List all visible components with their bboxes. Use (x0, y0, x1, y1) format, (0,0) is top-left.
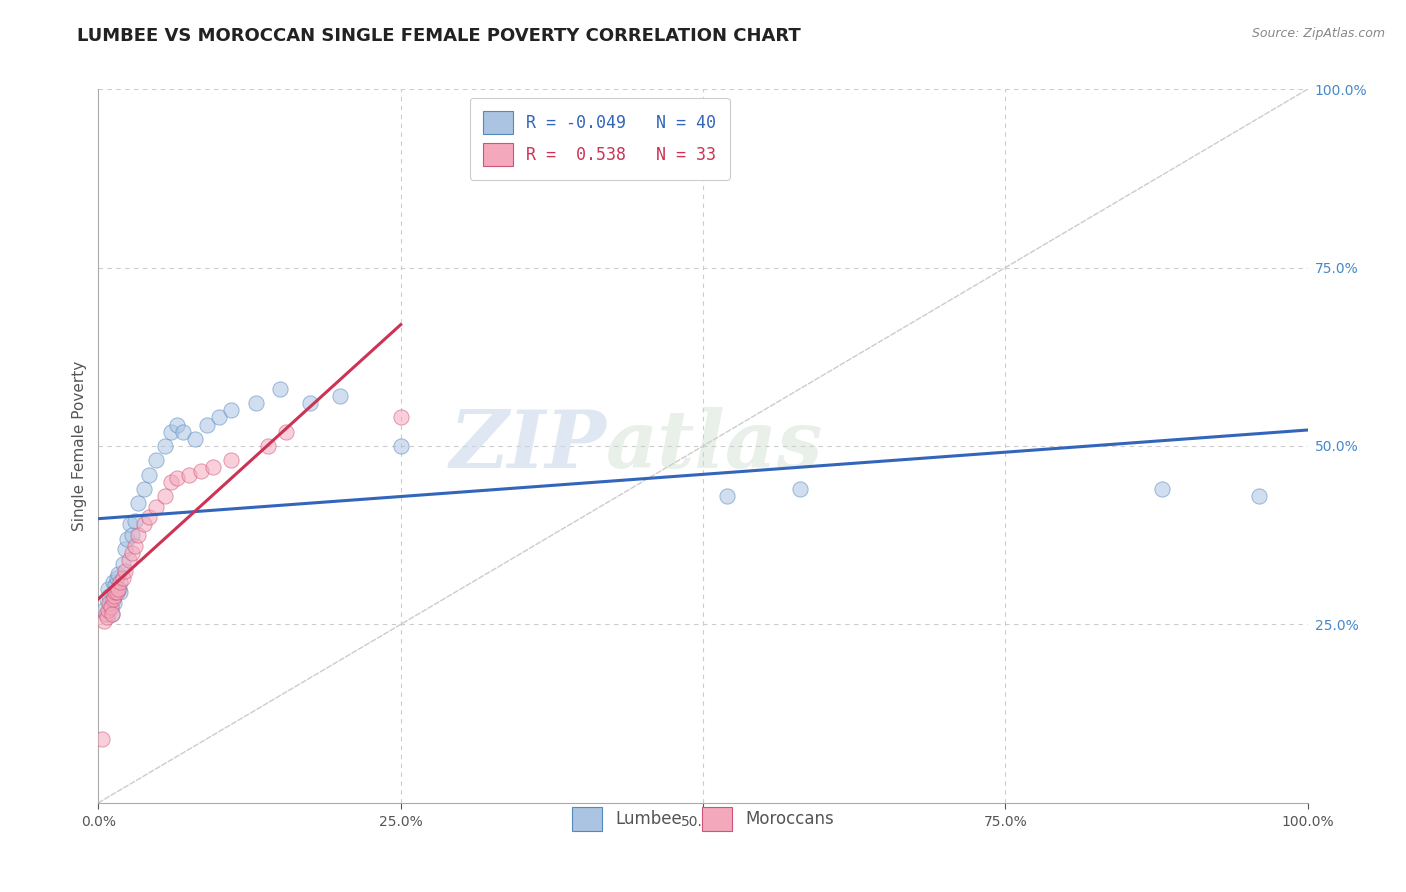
Point (124, 514, 146, 528)
Point (105, 585, 128, 599)
Point (179, 467, 201, 482)
Point (166, 471, 188, 485)
Y-axis label: Single Female Poverty: Single Female Poverty (72, 361, 87, 531)
Point (190, 464, 212, 478)
Point (134, 517, 156, 532)
Point (153, 439, 176, 453)
Point (100, 607, 122, 621)
Text: ZIP: ZIP (450, 408, 606, 484)
Point (114, 542, 136, 557)
Point (98, 589, 121, 603)
Point (166, 417, 188, 432)
Point (105, 571, 128, 585)
Point (107, 567, 129, 582)
Point (108, 582, 131, 596)
Point (127, 528, 149, 542)
Point (96, 610, 118, 624)
Point (108, 585, 131, 599)
Point (100, 599, 122, 614)
Point (101, 592, 124, 607)
Point (94, 607, 117, 621)
Point (97, 603, 120, 617)
Point (121, 528, 143, 542)
Point (124, 539, 146, 553)
Point (111, 557, 134, 571)
Point (153, 489, 176, 503)
Point (114, 564, 136, 578)
Point (100, 599, 122, 614)
Point (274, 425, 297, 439)
Point (256, 439, 278, 453)
Point (100, 607, 122, 621)
Point (160, 475, 183, 489)
Point (160, 425, 183, 439)
Point (184, 432, 207, 446)
Point (111, 571, 134, 585)
Text: Source: ZipAtlas.com: Source: ZipAtlas.com (1251, 27, 1385, 40)
Point (329, 389, 352, 403)
Point (138, 467, 160, 482)
Point (245, 396, 267, 410)
Point (1249, 489, 1271, 503)
Point (789, 482, 811, 496)
Point (101, 574, 124, 589)
Point (1152, 482, 1174, 496)
Point (389, 439, 412, 453)
Point (145, 500, 167, 514)
Point (97, 582, 120, 596)
Text: atlas: atlas (606, 408, 824, 484)
Point (108, 574, 131, 589)
Point (93, 603, 115, 617)
Point (121, 546, 143, 560)
Point (127, 496, 149, 510)
Point (118, 517, 141, 532)
Point (202, 460, 225, 475)
Point (117, 532, 139, 546)
Point (172, 425, 194, 439)
Point (118, 553, 141, 567)
Point (104, 578, 127, 592)
Point (98, 596, 121, 610)
Point (107, 582, 129, 596)
Point (389, 410, 412, 425)
Point (91, 731, 114, 746)
Point (299, 396, 322, 410)
Point (103, 596, 125, 610)
Point (104, 585, 127, 599)
Text: LUMBEE VS MOROCCAN SINGLE FEMALE POVERTY CORRELATION CHART: LUMBEE VS MOROCCAN SINGLE FEMALE POVERTY… (77, 27, 801, 45)
Point (269, 382, 291, 396)
Point (221, 453, 243, 467)
Point (716, 489, 738, 503)
Point (195, 417, 218, 432)
Point (93, 614, 115, 628)
Point (145, 453, 167, 467)
Point (208, 410, 231, 425)
Point (134, 482, 156, 496)
Point (96, 592, 118, 607)
Point (138, 510, 160, 524)
Legend: Lumbee, Moroccans: Lumbee, Moroccans (565, 800, 841, 838)
Point (221, 403, 243, 417)
Point (103, 589, 125, 603)
